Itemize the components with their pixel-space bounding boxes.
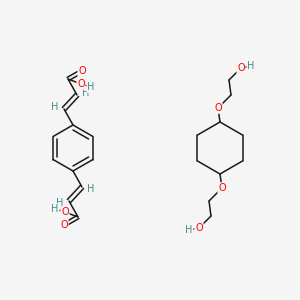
Text: O: O [214,103,222,113]
Text: H: H [185,225,193,235]
Text: O: O [60,220,68,230]
Text: H: H [51,204,59,214]
Text: H: H [247,61,255,71]
Text: O: O [195,223,203,233]
Text: O: O [77,79,85,89]
Text: O: O [61,207,69,217]
Text: O: O [218,183,226,193]
Text: H: H [82,88,90,98]
Text: O: O [237,63,245,73]
Text: O: O [78,66,86,76]
Text: H: H [51,102,59,112]
Text: H: H [87,82,95,92]
Text: H: H [56,198,64,208]
Text: H: H [87,184,95,194]
